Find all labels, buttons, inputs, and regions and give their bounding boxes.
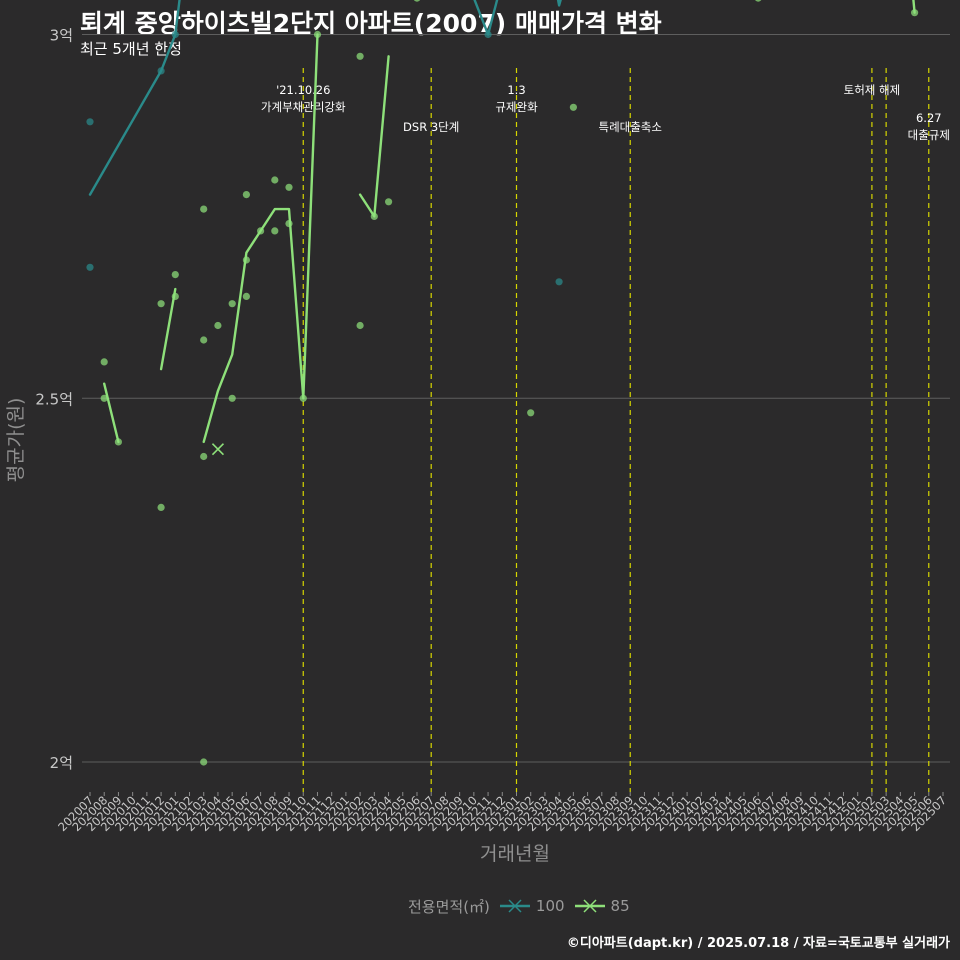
series-85-point — [257, 227, 265, 235]
legend-label-100: 100 — [535, 897, 565, 915]
series-85-point — [200, 758, 208, 766]
series-85-point — [100, 358, 108, 366]
y-tick-label: 2억 — [50, 754, 73, 772]
series-85-line — [103, 382, 120, 444]
x-axis-ticks: 2020072020082020092020102020112020122021… — [55, 792, 949, 834]
series-85-point — [569, 103, 578, 111]
series-85-point — [228, 300, 236, 308]
series-85-point — [214, 321, 222, 330]
series-85-point — [200, 336, 208, 344]
series-85-point — [157, 300, 165, 308]
series-85-point — [285, 183, 293, 191]
y-axis-label: 평균가(원) — [5, 398, 27, 483]
series-100-point — [86, 263, 94, 271]
series-points — [86, 0, 919, 766]
series-85-point — [370, 212, 378, 220]
legend-item-100: 100 — [498, 895, 565, 917]
series-85-point — [271, 176, 279, 184]
series-85-point — [356, 321, 364, 330]
series-85-point — [356, 52, 364, 60]
legend-item-85: 85 — [573, 895, 630, 917]
series-85-point — [527, 409, 535, 417]
series-85-point — [271, 227, 279, 235]
event-label: 규제완화 — [495, 100, 538, 114]
series-85-point — [911, 9, 919, 17]
y-axis-ticks: 2억2.5억3억3.5억 — [35, 27, 73, 773]
event-label: 1.3 — [507, 83, 525, 97]
series-85-point — [313, 30, 322, 39]
series-85-line — [912, 0, 916, 14]
series-85-point — [299, 394, 307, 402]
series-85-point — [100, 394, 108, 402]
cross-stroke — [211, 443, 225, 456]
event-label: '21.10.26 — [276, 83, 330, 97]
policy-event-lines — [302, 68, 930, 792]
series-85-point — [285, 220, 293, 228]
series-85-point — [200, 452, 208, 461]
series-100-point — [555, 278, 563, 286]
series-85-point — [242, 191, 250, 199]
event-label: 특례대출축소 — [598, 120, 661, 134]
legend-title: 전용면적(㎡) — [408, 897, 490, 916]
y-tick-label: 3억 — [50, 27, 73, 45]
series-85-point — [200, 205, 208, 213]
series-85-cross-marker — [211, 443, 225, 456]
series-85-point — [385, 198, 393, 206]
event-label: 대출규제 — [908, 128, 950, 142]
series-85-point — [171, 271, 179, 279]
series-85-point — [228, 394, 236, 402]
series-85-point — [413, 0, 421, 2]
legend-key-85-icon — [574, 899, 605, 913]
event-label: 가계부채관리강화 — [261, 100, 346, 114]
chart-subtitle: 최근 5개년 한정 — [80, 40, 182, 58]
legend-key-100-icon — [499, 899, 530, 913]
x-axis-label: 거래년월 — [480, 843, 550, 865]
series-100-point — [157, 67, 165, 75]
legend: 전용면적(㎡) 100 85 — [408, 895, 638, 917]
series-85-point — [171, 292, 179, 300]
event-label: 토허제 해제 — [844, 83, 901, 97]
series-85-point — [242, 256, 250, 264]
event-label: DSR 3단계 — [403, 120, 459, 134]
event-label: 6.27 — [916, 111, 942, 125]
series-85-point — [242, 292, 250, 300]
caption: ©디아파트(dapt.kr) / 2025.07.18 / 자료=국토교통부 실… — [566, 936, 950, 951]
series-100-point — [484, 30, 492, 39]
series-85-line — [358, 55, 390, 218]
series-100-point — [86, 118, 94, 126]
series-100-point — [171, 30, 179, 39]
series-85-point — [157, 503, 165, 511]
y-tick-label: 2.5억 — [35, 390, 73, 408]
series-85-point — [114, 438, 122, 446]
series-85-point — [755, 0, 762, 2]
series-85-line — [159, 287, 177, 371]
legend-label-85: 85 — [610, 897, 630, 915]
